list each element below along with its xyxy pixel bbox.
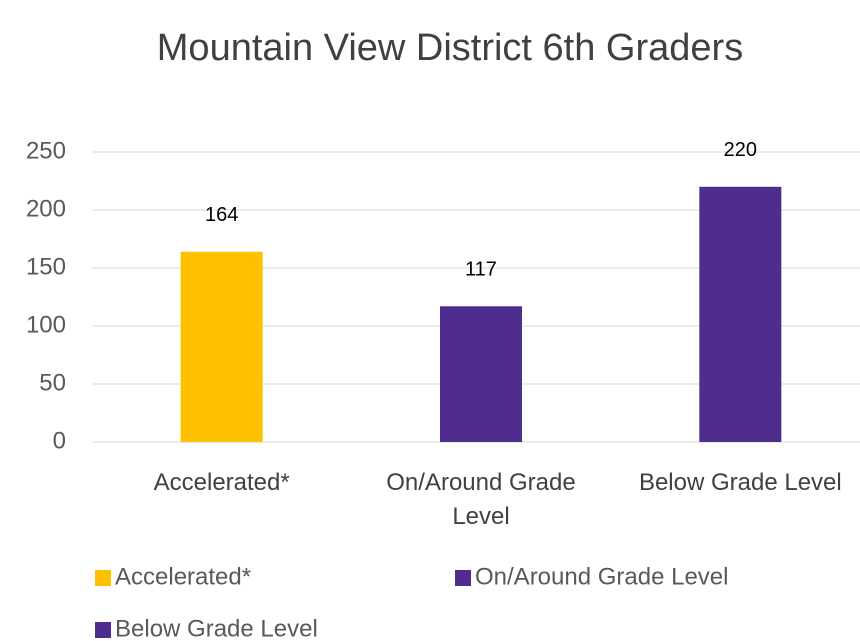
data-label: 164 <box>205 204 238 226</box>
bar <box>440 306 522 442</box>
legend-label: Below Grade Level <box>115 615 318 641</box>
x-tick-label: On/Around Grade Level <box>386 469 575 530</box>
data-label: 220 <box>724 139 757 161</box>
bar <box>180 251 263 442</box>
bar <box>699 186 782 442</box>
legend-swatch <box>95 622 111 638</box>
legend-label: On/Around Grade Level <box>475 563 729 590</box>
y-tick-label: 200 <box>26 195 66 222</box>
y-tick-label: 0 <box>53 427 66 454</box>
y-tick-label: 150 <box>26 253 66 280</box>
x-tick-label: Accelerated* <box>154 469 290 496</box>
legend-swatch <box>455 570 471 586</box>
chart-title: Mountain View District 6th Graders <box>157 27 743 69</box>
legend-swatch <box>95 570 111 586</box>
y-tick-label: 50 <box>39 369 66 396</box>
legend-label: Accelerated* <box>115 563 251 590</box>
y-tick-label: 100 <box>26 311 66 338</box>
x-tick-label: Below Grade Level <box>639 469 842 496</box>
y-tick-label: 250 <box>26 137 66 164</box>
data-label: 117 <box>465 259 497 281</box>
